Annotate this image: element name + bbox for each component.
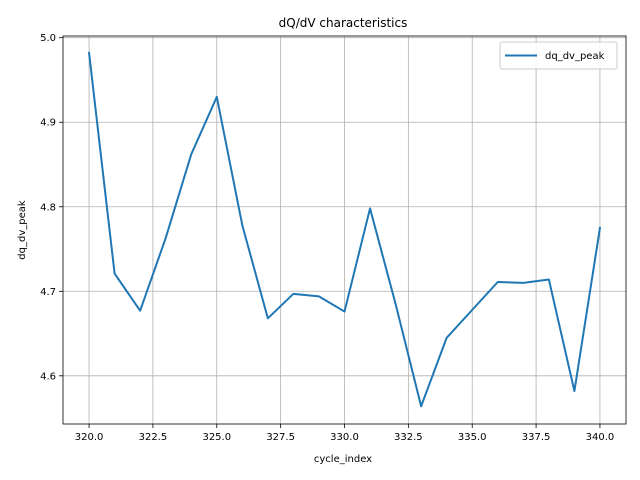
y-tick-label: 5.0: [40, 33, 56, 44]
x-axis-title: cycle_index: [314, 454, 372, 465]
series-layer: [87, 51, 602, 408]
y-tick-label: 4.7: [40, 287, 56, 298]
x-tick-label: 327.5: [266, 432, 295, 443]
x-tick-label: 335.0: [458, 432, 487, 443]
axis-ticks: 320.0 322.5 325.0 327.5 330.0 332.5 335.0 337.5…: [40, 33, 614, 443]
x-tick-label: 340.0: [586, 432, 615, 443]
x-tick-label: 320.0: [75, 432, 104, 443]
legend-box: [499, 41, 618, 70]
y-tick-label: 4.8: [40, 202, 56, 213]
legend-label: dq_dv_peak: [545, 51, 605, 62]
y-axis-title: dq_dv_peak: [17, 200, 28, 260]
x-tick-label: 332.5: [394, 432, 423, 443]
x-tick-label: 322.5: [139, 432, 168, 443]
x-tick-label: 330.0: [330, 432, 359, 443]
y-tick-label: 4.6: [40, 371, 56, 382]
x-tick-label: 325.0: [202, 432, 231, 443]
chart-title: dQ/dV characteristics: [279, 16, 408, 30]
legend: dq_dv_peak: [499, 41, 618, 70]
x-tick-label: 337.5: [522, 432, 551, 443]
series-line-dq_dv_peak: [87, 51, 602, 408]
y-tick-label: 4.9: [40, 118, 56, 129]
grid: [63, 36, 626, 424]
